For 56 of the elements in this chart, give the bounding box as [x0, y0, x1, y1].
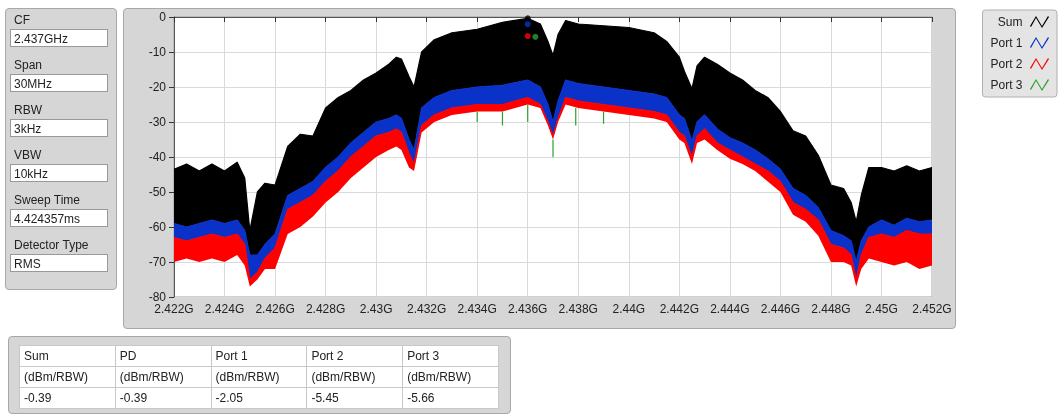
x-tick-label: 2.426G — [255, 302, 295, 316]
text: VBW — [13, 147, 43, 164]
text: -0.39 — [115, 387, 212, 409]
y-tick-label: -20 — [148, 80, 167, 94]
text: Span — [13, 57, 44, 74]
text: 4.424357ms — [10, 209, 108, 227]
x-tick-label: 2.43G — [359, 302, 393, 316]
text: RBW — [13, 102, 43, 119]
text: -0.39 — [19, 387, 116, 409]
legend-label: Port 1 — [990, 36, 1023, 50]
text: (dBm/RBW) — [211, 366, 307, 388]
text: (dBm/RBW) — [402, 366, 499, 388]
x-tick-label: 2.422G — [154, 302, 194, 316]
text: Sum — [19, 345, 116, 367]
x-tick-label: 2.442G — [659, 302, 700, 316]
x-tick-label: 2.424G — [204, 302, 245, 316]
x-tick-label: 2.438G — [558, 302, 598, 316]
y-tick-label: -50 — [148, 185, 167, 199]
x-tick-label: 2.452G — [912, 302, 952, 316]
y-tick-label: 0 — [159, 10, 167, 24]
x-tick-label: 2.44G — [612, 302, 646, 316]
text: RMS — [10, 254, 108, 272]
text: Port 3 — [402, 345, 499, 367]
text: Port 2 — [306, 345, 403, 367]
x-tick-label: 2.444G — [710, 302, 750, 316]
legend-label: Port 3 — [990, 78, 1023, 92]
y-tick-label: -60 — [148, 220, 167, 234]
text: (dBm/RBW) — [19, 366, 116, 388]
text: -2.05 — [211, 387, 307, 409]
y-tick-label: -30 — [148, 115, 167, 129]
y-tick-label: -40 — [148, 150, 167, 164]
text: 30MHz — [10, 74, 108, 92]
x-tick-label: 2.45G — [865, 302, 898, 316]
text: -5.66 — [402, 387, 499, 409]
x-tick-label: 2.446G — [760, 302, 801, 316]
x-tick-label: 2.428G — [305, 302, 346, 316]
text: -5.45 — [306, 387, 403, 409]
x-tick-label: 2.436G — [508, 302, 548, 316]
text: 3kHz — [10, 119, 108, 137]
x-tick-label: 2.432G — [406, 302, 447, 316]
y-tick-label: -70 — [148, 255, 167, 269]
text: (dBm/RBW) — [306, 366, 403, 388]
legend-label: Port 2 — [990, 57, 1023, 71]
text: Sweep Time — [13, 192, 82, 209]
text: 2.437GHz — [10, 29, 108, 47]
y-tick-label: -80 — [148, 290, 167, 304]
text: Detector Type — [13, 237, 90, 254]
y-tick-label: -10 — [148, 45, 167, 59]
text: 10kHz — [10, 164, 108, 182]
text: (dBm/RBW) — [115, 366, 212, 388]
text: Port 1 — [211, 345, 307, 367]
text: PD — [115, 345, 212, 367]
legend-label: Sum — [997, 15, 1023, 29]
x-tick-label: 2.448G — [811, 302, 851, 316]
text: CF — [13, 12, 31, 29]
x-tick-label: 2.434G — [457, 302, 497, 316]
